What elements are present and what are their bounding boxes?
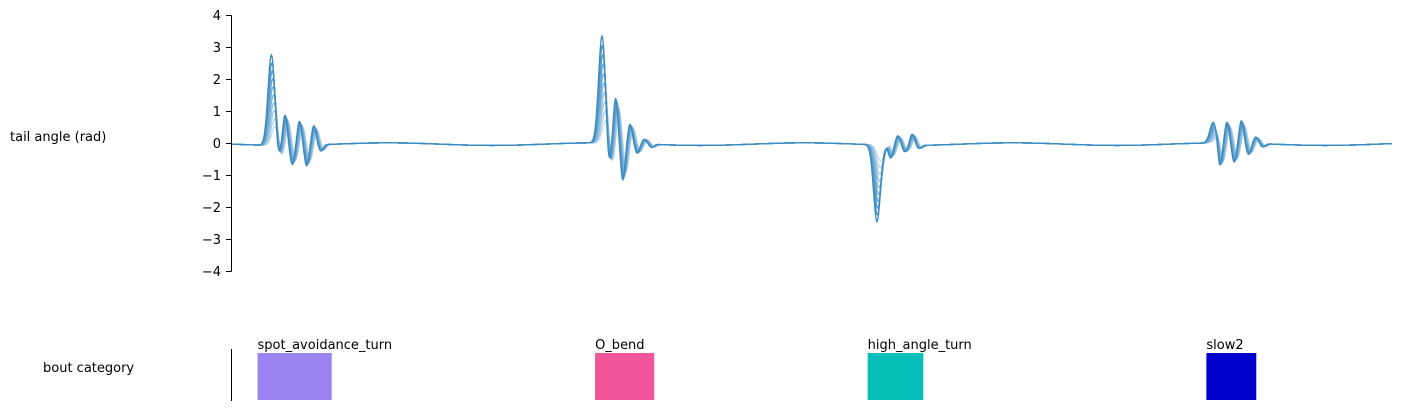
y-tick-label: −1 — [202, 169, 221, 184]
bout-bar-O-bend — [595, 353, 655, 400]
bout-label: high_angle_turn — [868, 338, 972, 353]
tail-angle-trace — [231, 72, 1393, 196]
y-axis-title: tail angle (rad) — [10, 130, 106, 145]
bout-bar-spot-avoidance-turn — [257, 353, 332, 400]
bout-label: spot_avoidance_turn — [258, 338, 393, 353]
y-tick-label: 1 — [213, 105, 221, 120]
bout-label: slow2 — [1206, 338, 1243, 353]
tail-angle-trace — [231, 82, 1393, 189]
y-tick-label: −2 — [202, 201, 221, 216]
bout-category-panel: bout category spot_avoidance_turn O_bend h… — [43, 338, 1257, 401]
y-tick-label: 4 — [213, 9, 221, 24]
y-tick-label: −4 — [202, 265, 221, 280]
bout-bars: spot_avoidance_turn O_bend high_angle_turn… — [257, 338, 1257, 400]
bout-bar-high-angle-turn — [867, 353, 924, 400]
tail-angle-traces — [231, 34, 1393, 224]
tail-angle-trace — [231, 44, 1393, 216]
tail-angle-trace — [231, 53, 1393, 209]
tail-angle-trace — [231, 34, 1393, 224]
y-tick-label: 3 — [213, 41, 221, 56]
y-ticks: 4 3 2 1 0 −1 −2 −3 −4 — [202, 9, 232, 280]
y-tick-label: 0 — [213, 137, 221, 152]
y-tick-label: −3 — [202, 233, 221, 248]
bout-category-title: bout category — [43, 361, 134, 376]
bout-label: O_bend — [595, 338, 644, 353]
bout-bar-slow2 — [1206, 353, 1257, 400]
y-tick-label: 2 — [213, 73, 221, 88]
tail-angle-panel: tail angle (rad) 4 3 2 1 0 −1 −2 −3 −4 — [10, 9, 1393, 280]
tail-angle-trace — [231, 62, 1393, 203]
